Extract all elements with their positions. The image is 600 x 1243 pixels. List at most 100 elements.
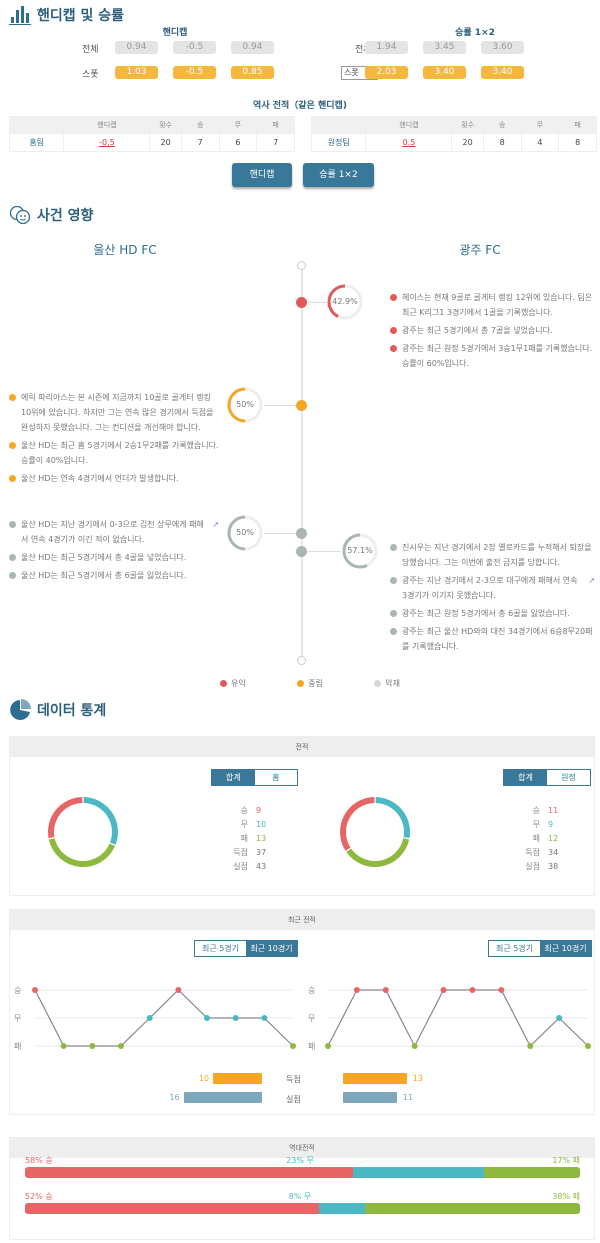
home-goals-bar (213, 1073, 262, 1084)
column-header: 핸디캡 (365, 116, 453, 134)
recent-box: 최근 전적 (9, 909, 595, 1115)
impact-note: 진시우는 지난 경기에서 2장 옐로카드를 누적해서 퇴장을 당했습니다. 그는… (390, 540, 595, 570)
odds-value[interactable]: -0.5 (173, 66, 216, 79)
donut-segment (83, 797, 118, 845)
column-header: 패 (558, 116, 597, 134)
home-record-stats: 승 9 무 10 패 13 득점 37 실점 43 (218, 804, 266, 874)
handicap-button[interactable]: 핸디캡 (232, 163, 292, 187)
stats-section-title: 데이터 통계 (9, 699, 106, 721)
timeline-end (297, 656, 306, 665)
h2h-segment (353, 1167, 484, 1178)
tab-home[interactable]: 홈 (254, 770, 297, 785)
odds-value[interactable]: 1.94 (365, 41, 408, 54)
tab-away[interactable]: 원정 (547, 770, 590, 785)
h2h-segment (319, 1203, 365, 1214)
table-cell: 8 (558, 133, 597, 152)
odds-value[interactable]: 0.94 (231, 41, 274, 54)
record-stat: 실점 38 (525, 862, 559, 871)
record-stat: 득점 37 (233, 848, 267, 857)
column-header: 승 (180, 116, 220, 134)
connector (308, 302, 326, 303)
tab-last-5[interactable]: 최근 5경기 (489, 941, 540, 956)
tab-total[interactable]: 합계 (212, 770, 255, 785)
home-record-toggle: 합계 홈 (211, 769, 298, 786)
timeline-line (301, 268, 303, 658)
percent-arc (227, 515, 263, 551)
handicap-title: 핸디캡 (162, 28, 188, 38)
h2h-draw-label: 8% 무 (288, 1192, 312, 1201)
home-recent-toggle: 최근 5경기 최근 10경기 (194, 940, 298, 957)
recent-title: 최근 전적 (10, 910, 594, 930)
form-point (382, 987, 389, 993)
percent-ring (227, 515, 263, 551)
record-box: 전적 (9, 736, 595, 896)
recent-form-chart: 승무패 승무패 (14, 986, 591, 1051)
odds-value[interactable]: 2.03 (365, 66, 408, 79)
winrate-button[interactable]: 승률 1×2 (303, 163, 374, 187)
h2h-win-label: 58% 승 (25, 1156, 53, 1165)
handicap-link[interactable]: -0.5 (63, 133, 151, 152)
bullet-icon (390, 628, 397, 635)
odds-value[interactable]: 1.03 (115, 66, 158, 79)
record-stat: 득점 34 (525, 848, 559, 857)
tab-last-10[interactable]: 최근 10경기 (540, 941, 591, 956)
timeline-start (297, 261, 306, 270)
bullet-icon (9, 442, 16, 449)
news-link[interactable]: 울산 HD는 지난 경기에서 0-3으로 김천 상무에게 패해서 연속 4경기가… (9, 517, 219, 547)
odds-value[interactable]: -0.5 (173, 41, 216, 54)
timeline-node (296, 297, 307, 308)
impact-note: 에릭 파리아스는 본 시즌에 지금까지 10골로 골게터 랭킹 10위에 있습니… (9, 390, 219, 435)
odds-value[interactable]: 3.40 (423, 66, 466, 79)
timeline-node (296, 528, 307, 539)
form-point (89, 1043, 96, 1049)
percent-label: 57.1% (347, 546, 373, 555)
form-point (469, 987, 476, 993)
record-donuts (48, 797, 410, 867)
tab-last-5[interactable]: 최근 5경기 (195, 941, 246, 956)
odds-value[interactable]: 3.40 (481, 66, 524, 79)
history-title: 역사 전적（같은 핸디캡) (253, 101, 347, 111)
donut-segment (346, 838, 410, 867)
h2h-draw-label: 23% 무 (286, 1156, 314, 1165)
donut-segment (48, 838, 116, 867)
connector (264, 533, 296, 534)
bullet-icon (390, 345, 397, 352)
away-recent-toggle: 최근 5경기 최근 10경기 (488, 940, 592, 957)
handicap-section-title: 핸디캡 및 승률 (9, 5, 124, 25)
odds-value[interactable]: 0.94 (115, 41, 158, 54)
tab-total[interactable]: 합계 (504, 770, 547, 785)
bar-chart-icon (9, 6, 31, 25)
odds-value[interactable]: 0.85 (231, 66, 274, 79)
legend-item: 유익 (220, 678, 246, 689)
axis-label: 무 (14, 1014, 21, 1023)
tab-last-10[interactable]: 최근 10경기 (246, 941, 297, 956)
bullet-icon (9, 572, 16, 579)
percent-label: 50% (236, 528, 254, 537)
odds-value[interactable]: 3.45 (423, 41, 466, 54)
home-team-name: 울산 HD FC (93, 243, 157, 257)
percent-arc (327, 284, 363, 320)
form-point (498, 987, 505, 993)
handicap-link[interactable]: 0.5 (365, 133, 453, 152)
h2h-bar (25, 1167, 580, 1178)
table-cell: 홈팀 (8, 133, 65, 152)
impact-note: 광주는 최근 5경기에서 총 7골을 넣었습니다. (390, 323, 595, 338)
record-stat: 실점 43 (233, 862, 267, 871)
percent-ring (327, 284, 363, 320)
timeline-node (296, 400, 307, 411)
faces-icon (9, 205, 31, 225)
form-point (32, 987, 38, 993)
away-record-stats: 승 11 무 9 패 12 득점 34 실점 38 (510, 804, 558, 874)
impact-note: 울산 HD는 최근 5경기에서 총 6골을 잃었습니다. (9, 568, 219, 583)
h2h-segment (483, 1167, 580, 1178)
news-link[interactable]: 광주는 지난 경기에서 2-3으로 대구에게 패해서 연속 3경기가 이기지 못… (390, 573, 595, 603)
record-stat: 패 13 (240, 834, 267, 843)
donut-segment (340, 797, 375, 851)
conceded-label: 실점 (286, 1095, 301, 1104)
select-value: 스폿 (344, 68, 359, 77)
legend-dot-icon (374, 680, 382, 687)
odds-value[interactable]: 3.60 (481, 41, 524, 54)
h2h-win-label: 52% 승 (25, 1192, 53, 1201)
table-cell: 20 (149, 133, 182, 152)
axis-label: 무 (308, 1014, 315, 1023)
